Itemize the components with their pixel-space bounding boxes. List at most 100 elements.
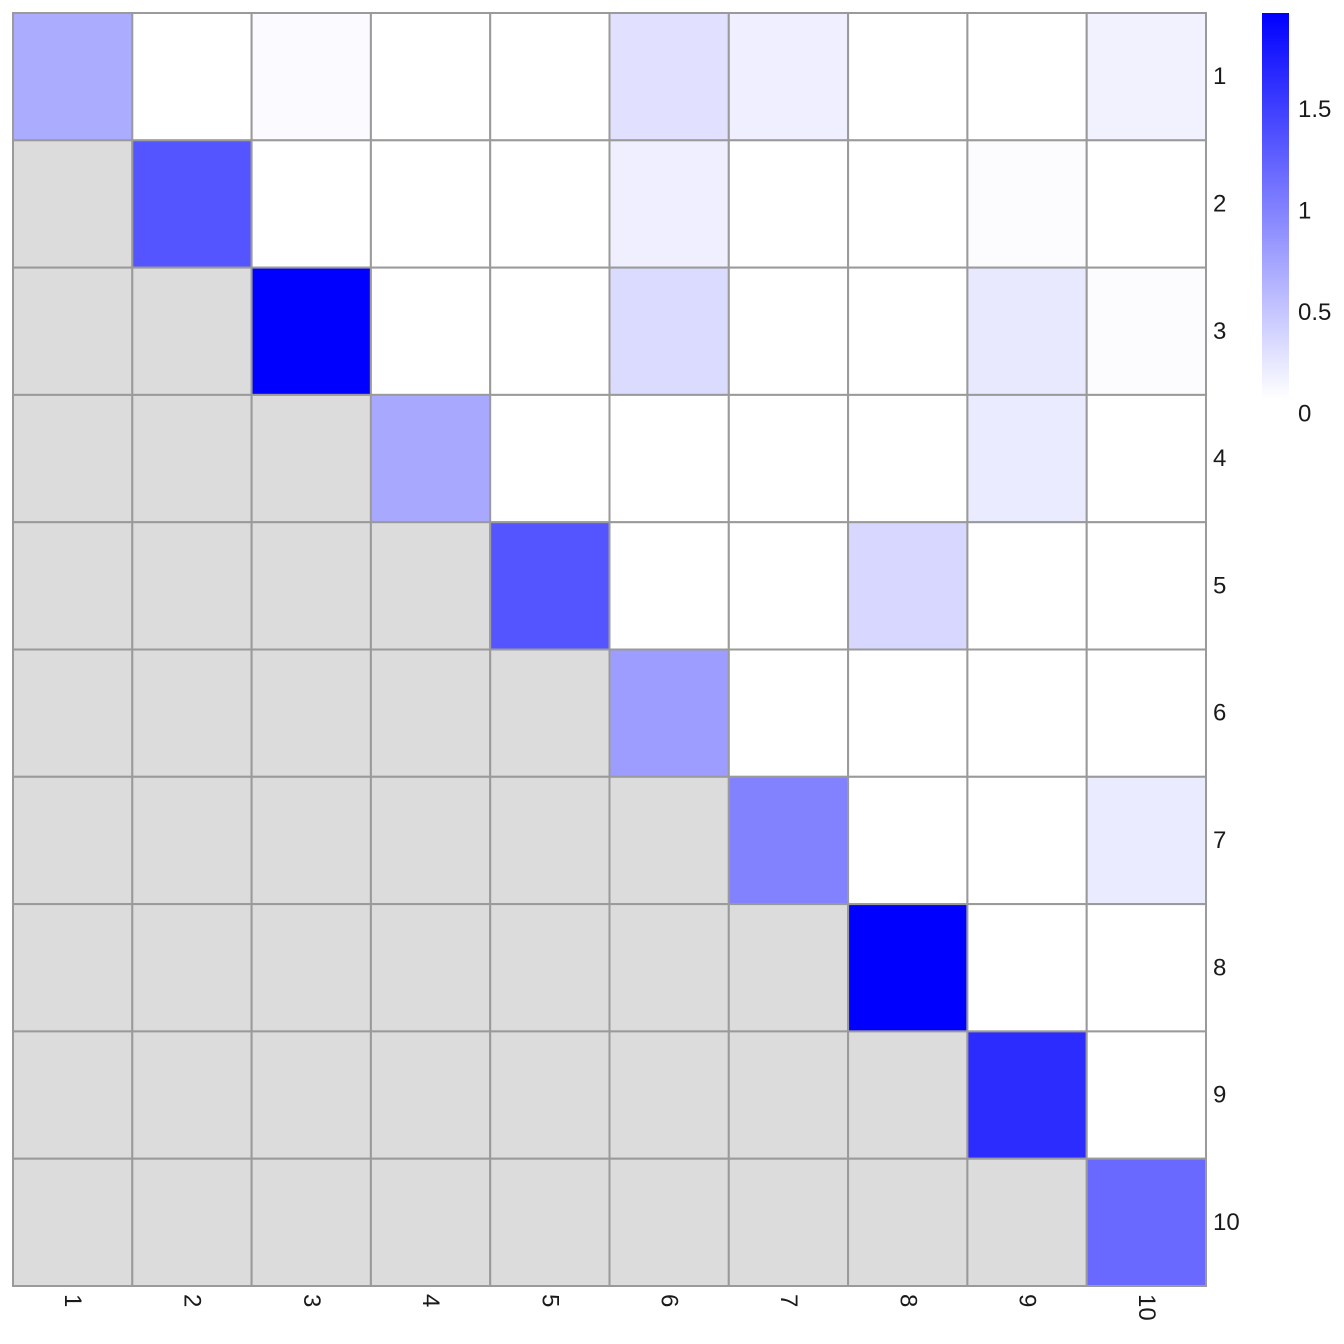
heatmap-cell bbox=[847, 775, 969, 906]
heatmap-cell bbox=[847, 393, 969, 524]
heatmap-cell-masked bbox=[131, 393, 253, 524]
heatmap-cell bbox=[1085, 266, 1207, 396]
column-tick-label: 9 bbox=[1014, 1294, 1041, 1307]
heatmap-cell bbox=[250, 12, 372, 142]
heatmap-cell-masked bbox=[250, 521, 372, 651]
legend-tick-labels: 0 0.5 1 1.5 bbox=[1298, 96, 1331, 428]
heatmap-cell-masked bbox=[369, 1157, 492, 1287]
heatmap-cell bbox=[1085, 521, 1207, 651]
heatmap-cell-masked bbox=[727, 1030, 850, 1160]
legend-tick-label: 1 bbox=[1298, 197, 1311, 224]
heatmap-cell bbox=[608, 393, 730, 524]
heatmap-cell bbox=[131, 12, 253, 142]
heatmap-cell bbox=[250, 266, 372, 396]
heatmap-cell-masked bbox=[12, 775, 134, 906]
row-tick-label: 4 bbox=[1213, 445, 1226, 472]
row-tick-labels: 1 2 3 4 5 6 7 8 9 10 bbox=[1213, 63, 1240, 1236]
heatmap-cell bbox=[1085, 1157, 1207, 1287]
heatmap-cell bbox=[608, 648, 730, 778]
heatmap-cell-masked bbox=[608, 1157, 730, 1287]
heatmap-cell bbox=[369, 139, 492, 269]
legend-tick-label: 0 bbox=[1298, 401, 1311, 428]
heatmap-cell bbox=[966, 12, 1088, 142]
heatmap-cell-masked bbox=[131, 903, 253, 1033]
heatmap-cell-masked bbox=[489, 775, 611, 906]
heatmap-cell-masked bbox=[12, 521, 134, 651]
heatmap-cell-masked bbox=[12, 393, 134, 524]
heatmap-cell bbox=[12, 12, 134, 142]
row-tick-label: 1 bbox=[1213, 63, 1226, 90]
heatmap-cell bbox=[847, 139, 969, 269]
row-tick-label: 2 bbox=[1213, 190, 1226, 217]
color-legend: 0 0.5 1 1.5 bbox=[1262, 13, 1331, 428]
heatmap-cell-masked bbox=[131, 1030, 253, 1160]
heatmap-cell-masked bbox=[131, 1157, 253, 1287]
heatmap-cell bbox=[608, 139, 730, 269]
heatmap-cell-masked bbox=[250, 1157, 372, 1287]
heatmap-cell-masked bbox=[12, 648, 134, 778]
heatmap-cell bbox=[966, 521, 1088, 651]
heatmap-cell-masked bbox=[608, 775, 730, 906]
column-tick-label: 5 bbox=[536, 1294, 563, 1307]
heatmap-cell bbox=[1085, 139, 1207, 269]
heatmap-cell bbox=[489, 393, 611, 524]
heatmap-cell bbox=[847, 648, 969, 778]
heatmap-cell-masked bbox=[369, 775, 492, 906]
heatmap-cell-masked bbox=[369, 648, 492, 778]
heatmap-cell bbox=[1085, 1030, 1207, 1160]
legend-color-bar bbox=[1262, 13, 1289, 399]
row-tick-label: 8 bbox=[1213, 954, 1226, 981]
heatmap-cell bbox=[369, 12, 492, 142]
heatmap-cell bbox=[727, 139, 850, 269]
column-tick-label: 8 bbox=[894, 1294, 921, 1307]
heatmap-cell bbox=[966, 139, 1088, 269]
heatmap-cell bbox=[250, 139, 372, 269]
heatmap-cell bbox=[1085, 903, 1207, 1033]
heatmap-cell-masked bbox=[250, 903, 372, 1033]
heatmap-cell bbox=[489, 12, 611, 142]
heatmap-cell-masked bbox=[131, 266, 253, 396]
heatmap-cell bbox=[727, 266, 850, 396]
heatmap-cell-masked bbox=[131, 775, 253, 906]
row-tick-label: 10 bbox=[1213, 1209, 1240, 1236]
heatmap-cell-masked bbox=[727, 1157, 850, 1287]
heatmap-cell-masked bbox=[489, 648, 611, 778]
heatmap-cell-masked bbox=[131, 648, 253, 778]
heatmap-cell bbox=[369, 266, 492, 396]
heatmap-cell-masked bbox=[489, 903, 611, 1033]
heatmap-cell bbox=[847, 12, 969, 142]
legend-tick-label: 1.5 bbox=[1298, 96, 1331, 123]
heatmap-cell-masked bbox=[608, 1030, 730, 1160]
heatmap-cell-masked bbox=[847, 1157, 969, 1287]
heatmap-cell bbox=[489, 139, 611, 269]
column-tick-label: 10 bbox=[1133, 1294, 1160, 1321]
heatmap-cell bbox=[966, 775, 1088, 906]
heatmap-cell-masked bbox=[250, 648, 372, 778]
row-tick-label: 3 bbox=[1213, 318, 1226, 345]
heatmap-cell bbox=[1085, 12, 1207, 142]
legend-tick-label: 0.5 bbox=[1298, 299, 1331, 326]
heatmap-cell-masked bbox=[12, 266, 134, 396]
heatmap-cell-masked bbox=[369, 521, 492, 651]
heatmap-cell-masked bbox=[727, 903, 850, 1033]
column-tick-label: 7 bbox=[775, 1294, 802, 1307]
heatmap-cell-masked bbox=[489, 1157, 611, 1287]
heatmap-cells bbox=[12, 12, 1207, 1287]
heatmap-cell-masked bbox=[489, 1030, 611, 1160]
heatmap-cell-masked bbox=[131, 521, 253, 651]
heatmap-cell bbox=[847, 266, 969, 396]
heatmap-cell bbox=[727, 521, 850, 651]
column-tick-label: 6 bbox=[656, 1294, 683, 1307]
heatmap-cell bbox=[369, 393, 492, 524]
row-tick-label: 9 bbox=[1213, 1082, 1226, 1109]
heatmap-cell-masked bbox=[12, 1030, 134, 1160]
column-tick-label: 2 bbox=[178, 1294, 205, 1307]
heatmap-cell bbox=[489, 521, 611, 651]
heatmap-cell bbox=[1085, 648, 1207, 778]
column-tick-label: 4 bbox=[417, 1294, 444, 1307]
heatmap-cell bbox=[727, 393, 850, 524]
heatmap-cell bbox=[608, 12, 730, 142]
heatmap-cell bbox=[966, 903, 1088, 1033]
column-tick-label: 1 bbox=[59, 1294, 86, 1307]
